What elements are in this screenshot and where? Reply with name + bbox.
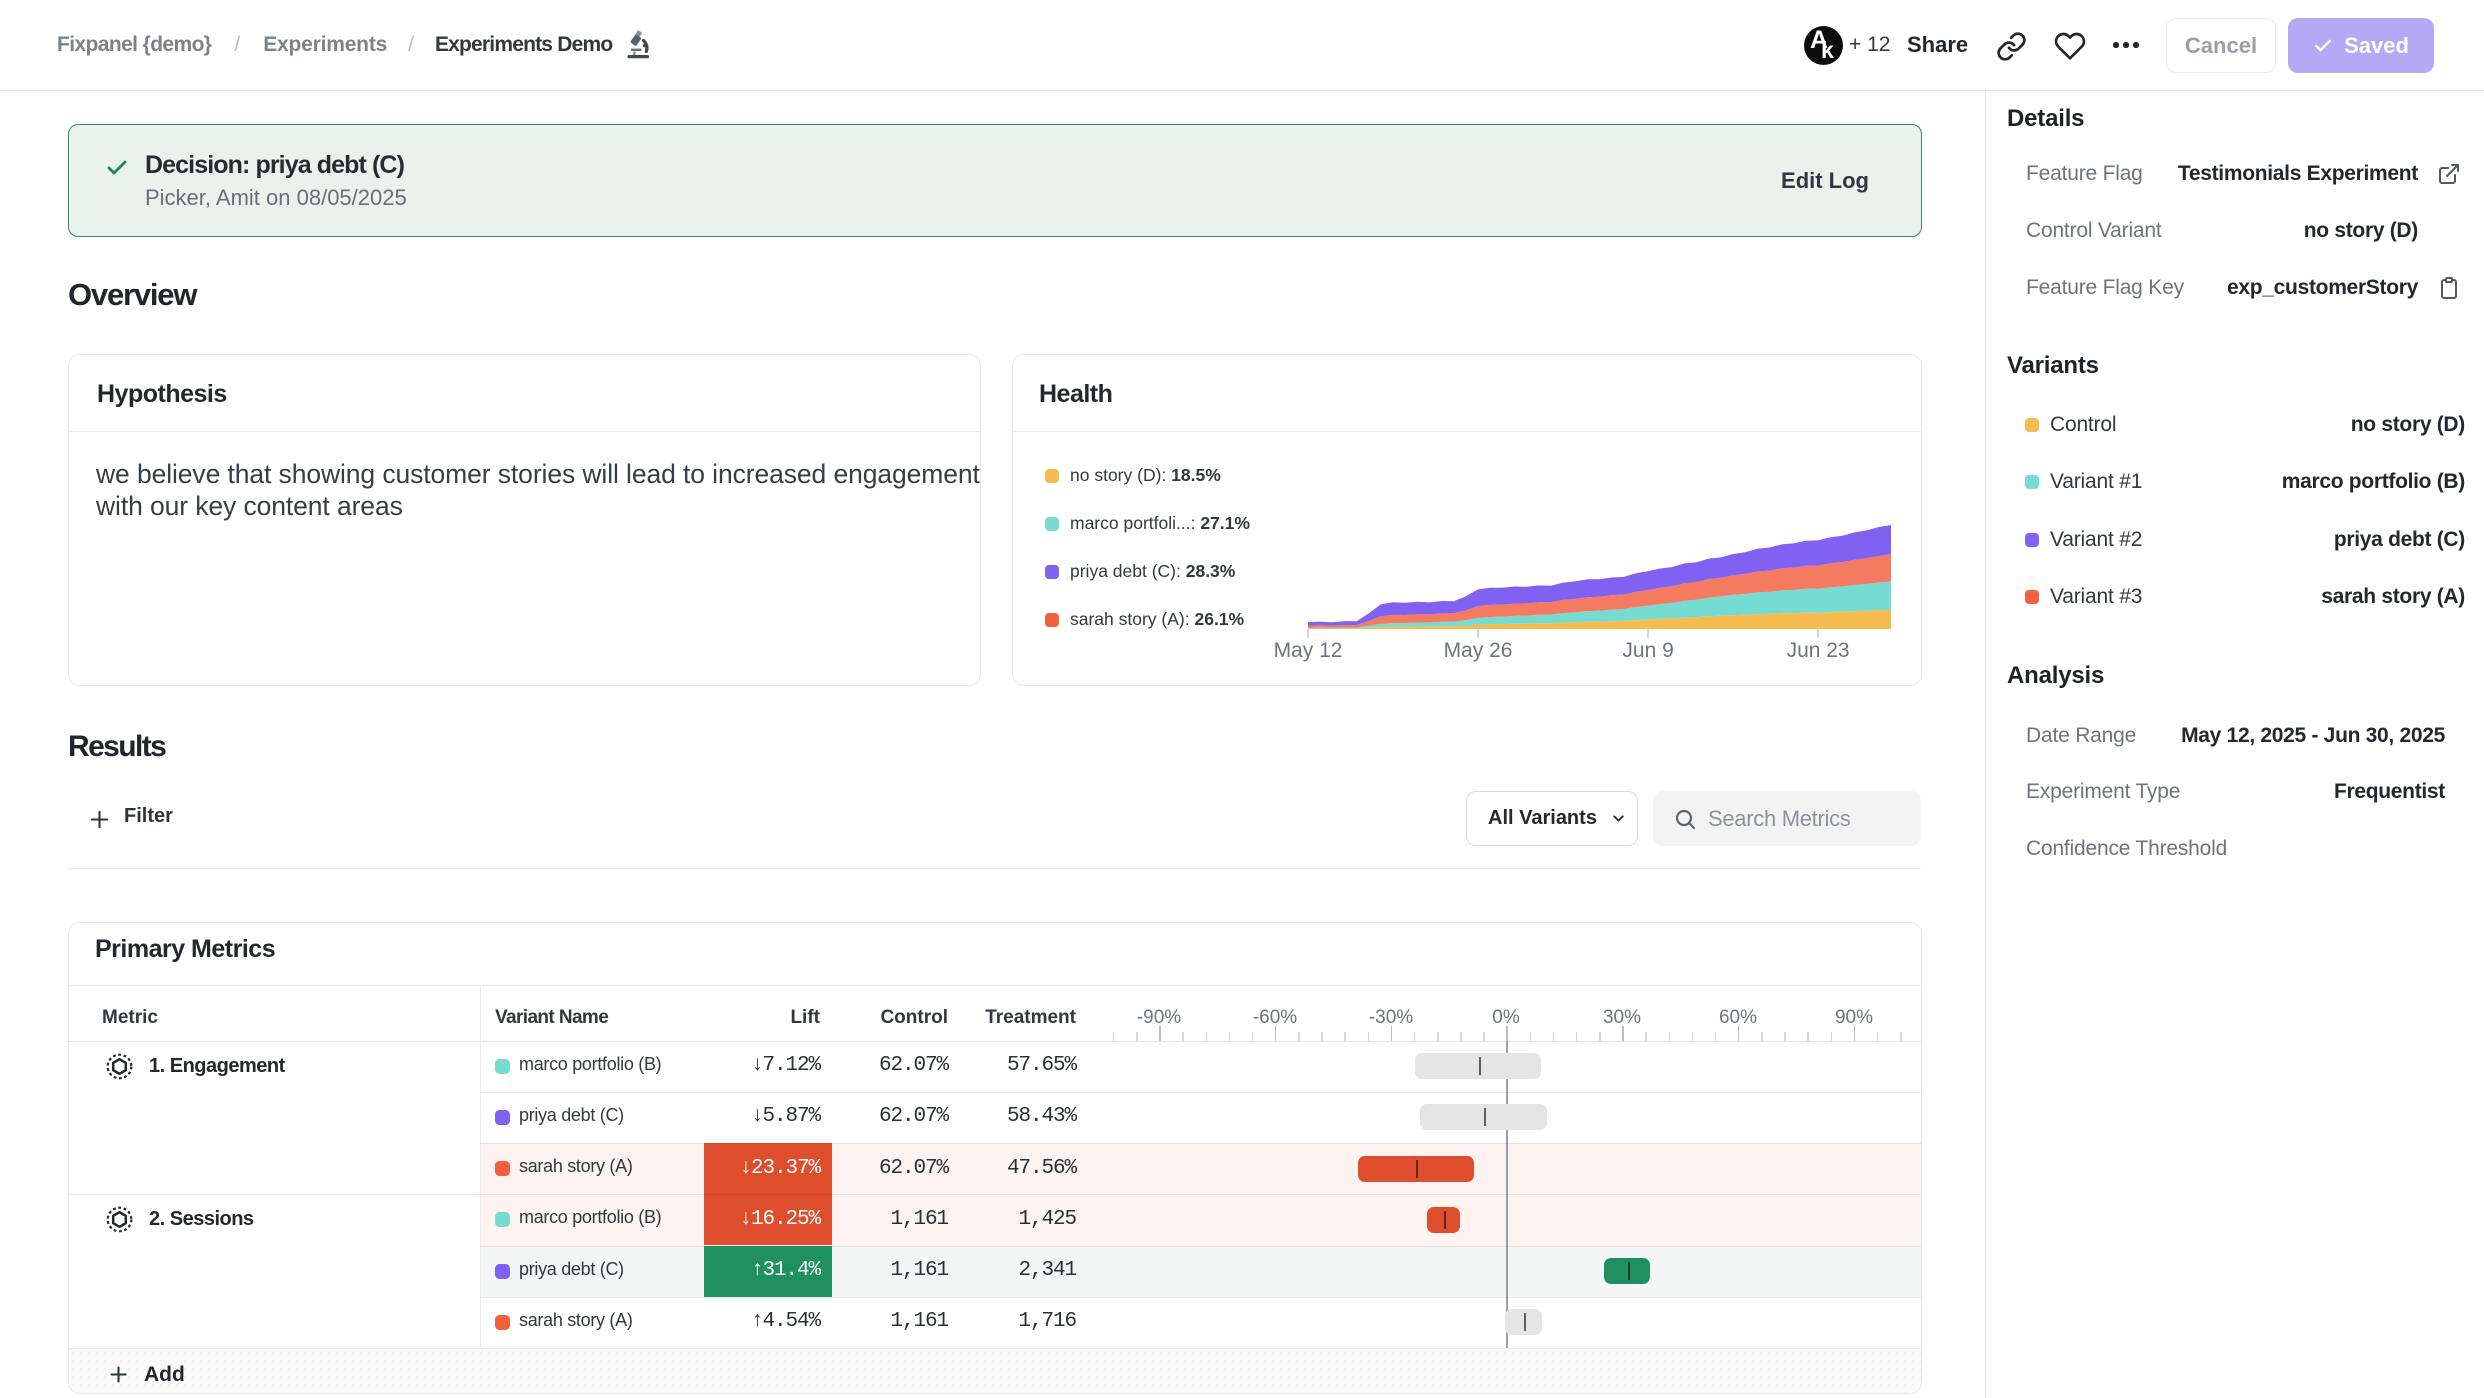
- svg-text:May 12: May 12: [1274, 639, 1343, 662]
- svg-text:Jun 23: Jun 23: [1787, 639, 1850, 662]
- svg-text:Jun 9: Jun 9: [1622, 639, 1673, 662]
- svg-text:May 26: May 26: [1444, 639, 1513, 662]
